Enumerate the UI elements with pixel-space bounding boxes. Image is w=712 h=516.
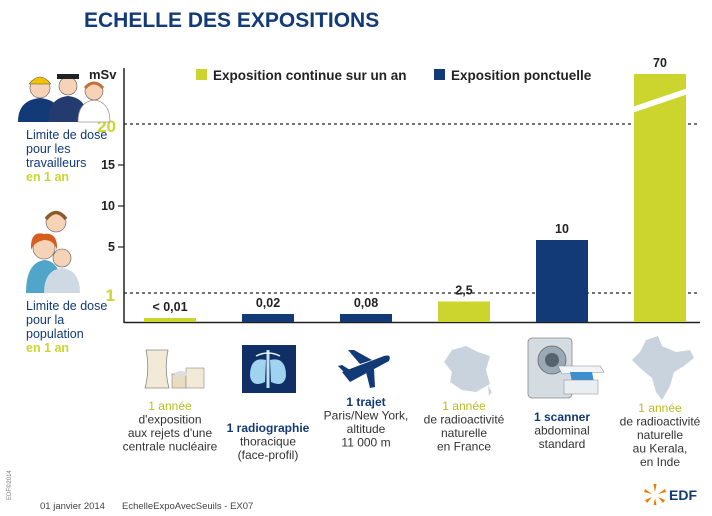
bar (340, 314, 392, 322)
category-caption-line: en Inde (640, 455, 680, 469)
category-caption-line: (face-profil) (238, 448, 299, 462)
bar (438, 301, 490, 322)
legend-swatch-continuous (196, 69, 207, 80)
bar (634, 74, 686, 322)
threshold-highlight: en 1 an (26, 170, 69, 184)
family-icon (26, 210, 80, 293)
threshold-text: travailleurs (26, 156, 86, 170)
category-caption-line: 1 année (638, 401, 682, 415)
threshold-text: population (26, 327, 84, 341)
category-caption-line: de radioactivité (424, 413, 505, 427)
category-caption-line: 1 trajet (346, 395, 385, 409)
category-caption-line: 11 000 m (341, 436, 390, 450)
category-caption-line: 1 scanner (534, 410, 590, 424)
y-ticks: 15 10 5 (101, 158, 124, 254)
y-tick-label: 5 (108, 240, 115, 254)
bar-value-label: 2,5 (455, 284, 472, 298)
category-caption-line: en France (437, 440, 491, 454)
france-map-icon (444, 346, 492, 396)
bar-value-label: 0,02 (256, 296, 280, 310)
legend-label-continuous: Exposition continue sur un an (213, 68, 407, 83)
legend-swatch-punctual (434, 69, 445, 80)
axis-break-mark (632, 88, 688, 113)
category-caption-line: altitude (347, 422, 386, 436)
page-title: ECHELLE DES EXPOSITIONS (84, 9, 379, 32)
threshold-highlight: en 1 an (26, 341, 69, 355)
category-caption-line: de radioactivité (620, 415, 701, 429)
power-plant-icon (144, 349, 205, 389)
legend-label-punctual: Exposition ponctuelle (451, 68, 592, 83)
bar-value-label: 70 (653, 56, 667, 70)
category-caption-line: abdominal (534, 424, 589, 438)
bar (144, 318, 196, 322)
y-tick-label: 15 (101, 158, 115, 172)
category-caption-line: au Kerala, (633, 442, 688, 456)
y-tick-label: 10 (101, 199, 115, 213)
category-caption-line: centrale nucléaire (123, 440, 218, 454)
legend: Exposition continue sur un an Exposition… (196, 68, 592, 83)
footer-side-code: EDF©2014 (6, 470, 13, 500)
threshold-text: Limite de dose (26, 299, 107, 313)
threshold-text: pour la (26, 313, 64, 327)
threshold-text: pour les (26, 142, 70, 156)
edf-logo-icon (644, 484, 666, 505)
category-caption-line: standard (539, 437, 586, 451)
category-caption-line: 1 année (148, 399, 192, 413)
footer-date: 01 janvier 2014 (40, 501, 105, 512)
edf-logo: EDF (644, 484, 697, 505)
bar-value-label: < 0,01 (152, 300, 187, 314)
bars-group: < 0,01 0,02 0,08 2,5 10 70 (144, 56, 688, 322)
category-caption-line: aux rejets d'une (128, 426, 213, 440)
bar (536, 240, 588, 322)
threshold-text: Limite de dose (26, 128, 107, 142)
bar (242, 314, 294, 322)
y-axis-unit: mSv (89, 67, 117, 82)
workers-icon (18, 74, 111, 123)
threshold-label-population: Limite de dose pour la population en 1 a… (26, 299, 107, 355)
category-caption-line: d'exposition (139, 413, 202, 427)
category-caption-line: naturelle (441, 426, 487, 440)
footer-reference: EchelleExpoAvecSeuils - EX07 (122, 501, 253, 512)
category-caption-line: naturelle (637, 428, 683, 442)
category-caption-line: thoracique (240, 435, 296, 449)
edf-logo-text: EDF (669, 487, 697, 503)
bar-value-label: 0,08 (354, 296, 378, 310)
threshold-label-workers: Limite de dose pour les travailleurs en … (26, 128, 107, 184)
category-caption-line: 1 année (442, 399, 486, 413)
airplane-icon (338, 350, 390, 388)
bar-value-label: 10 (555, 222, 569, 236)
threshold-tick-population: 1 (106, 286, 115, 305)
ct-scanner-icon (527, 337, 605, 399)
chest-xray-icon (242, 345, 296, 393)
category-caption-line: Paris/New York, (324, 409, 409, 423)
india-map-icon (632, 336, 694, 400)
category-caption-line: 1 radiographie (227, 421, 310, 435)
